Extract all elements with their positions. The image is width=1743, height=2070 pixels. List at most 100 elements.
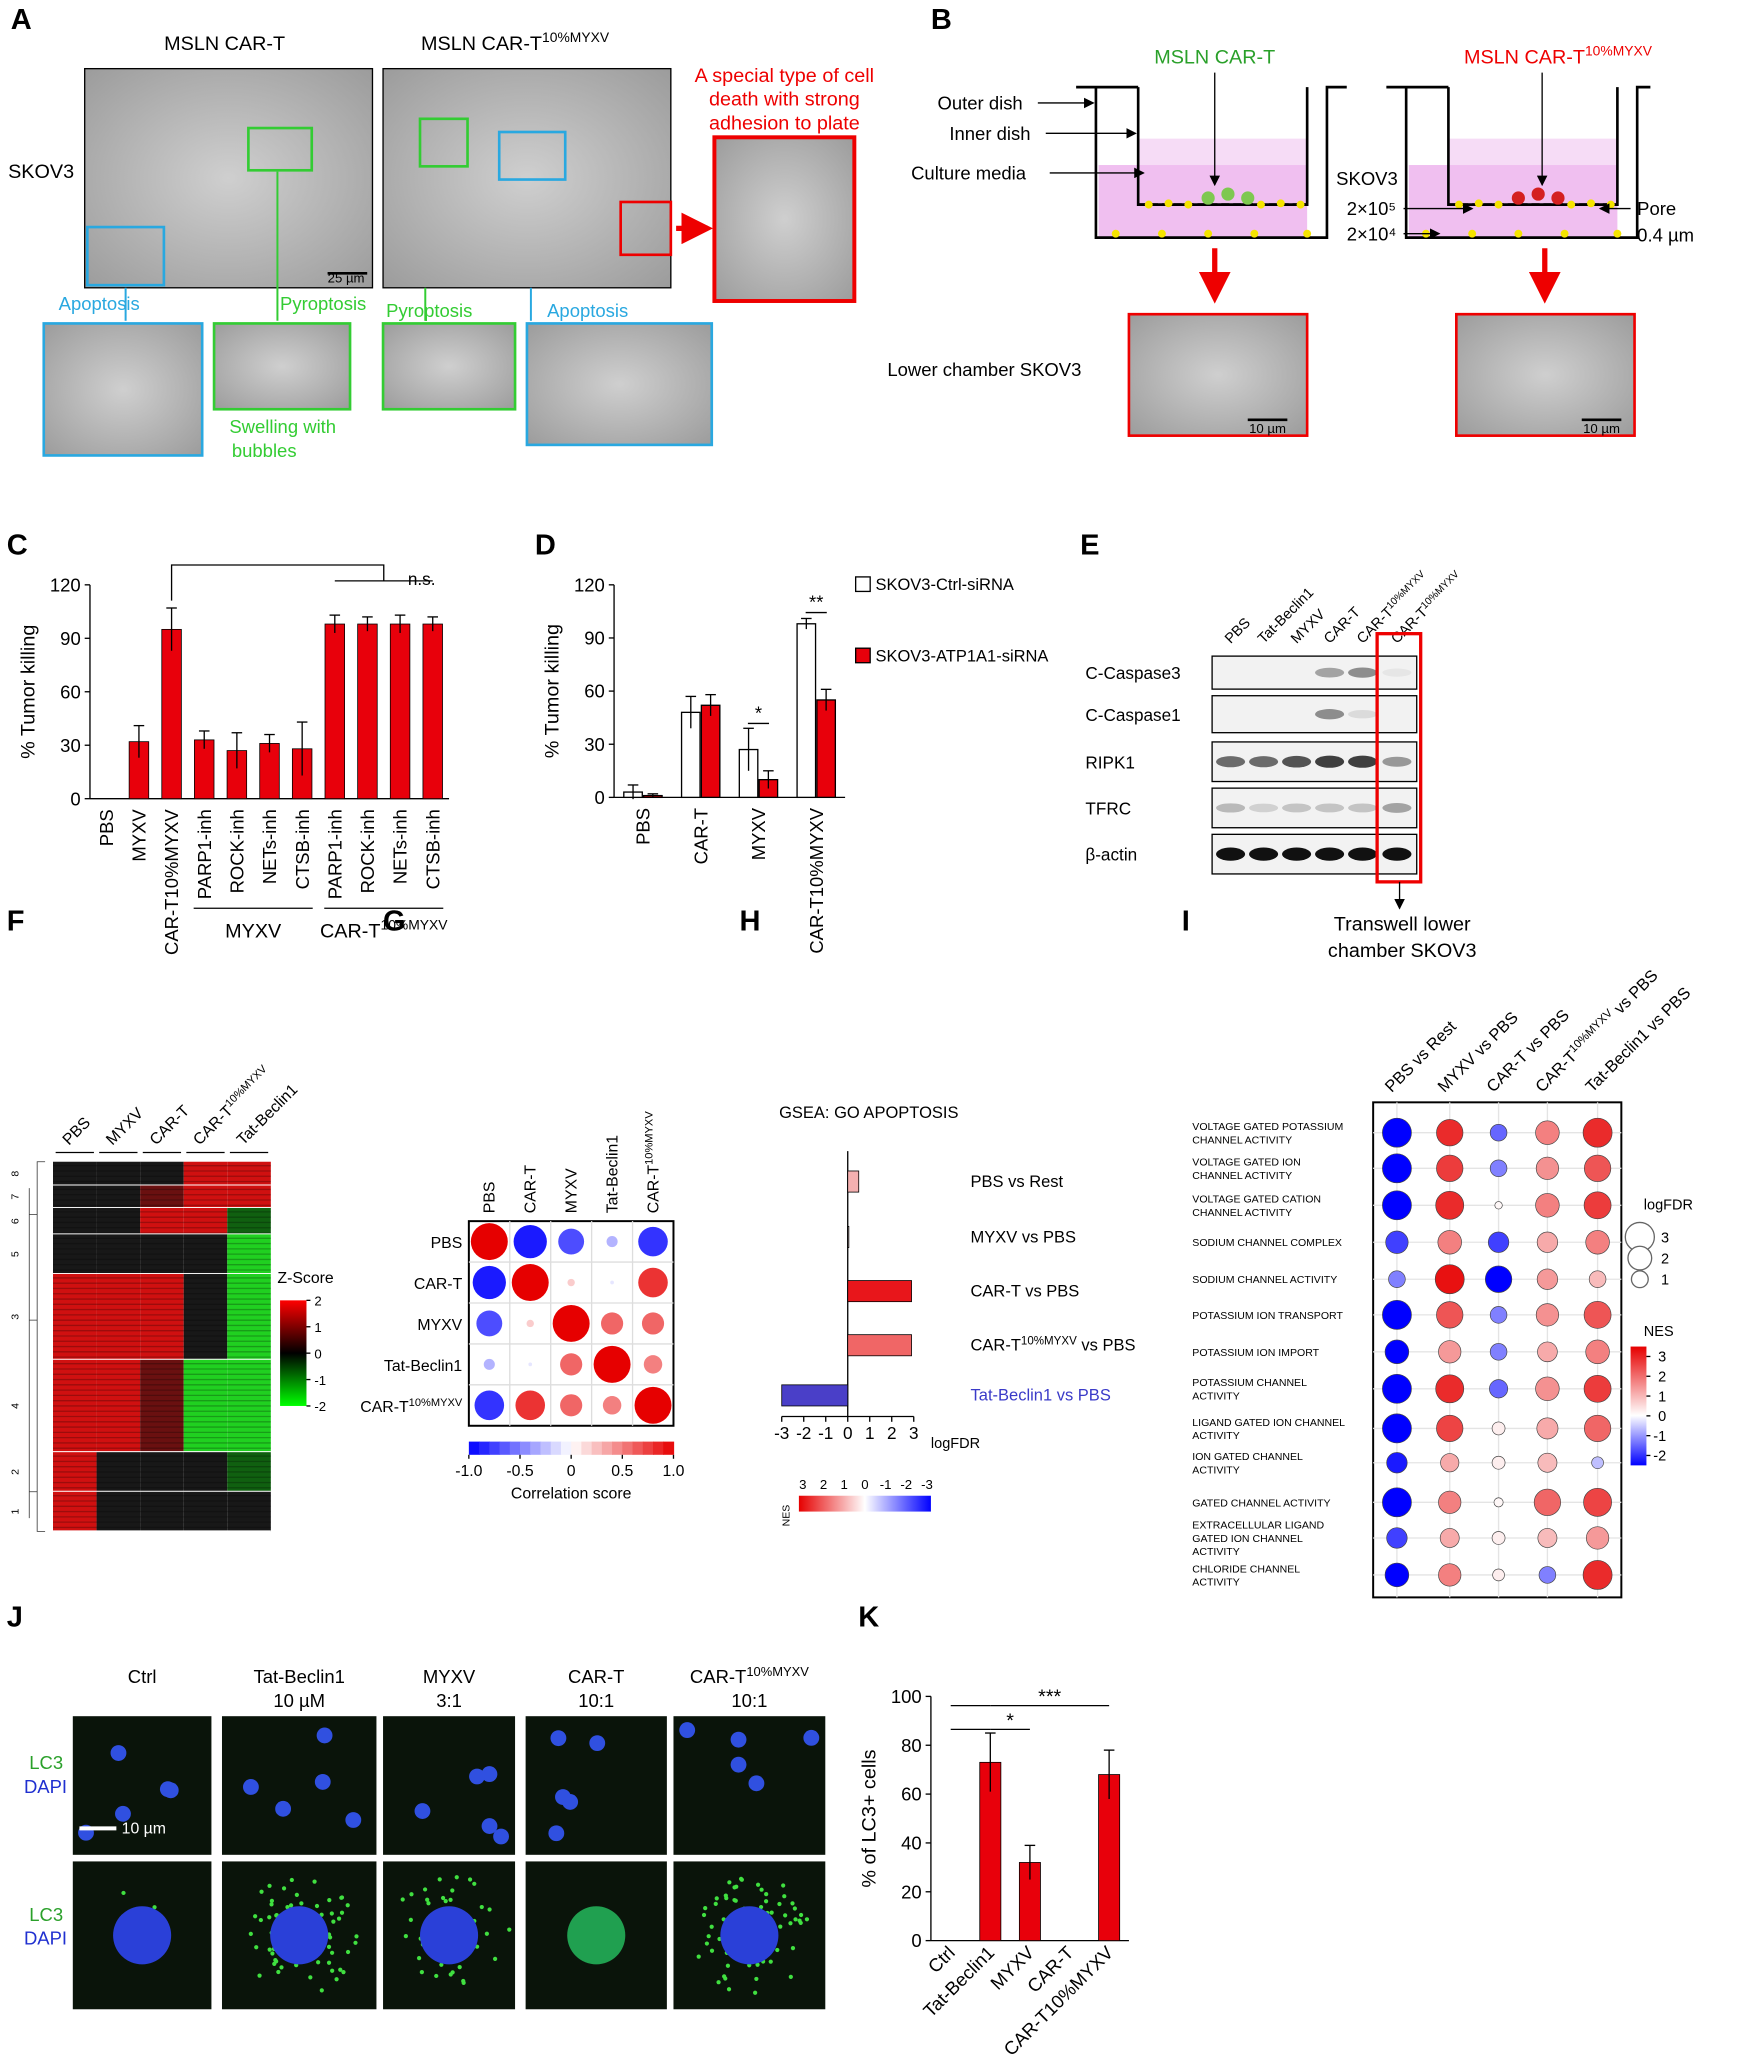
correlation-dot bbox=[638, 1226, 668, 1257]
cluster-label: 6 bbox=[10, 1218, 22, 1224]
label-line: LIGAND GATED ION CHANNEL bbox=[1192, 1417, 1347, 1429]
puncta bbox=[281, 1886, 287, 1891]
colorbar bbox=[798, 1495, 931, 1512]
correlation-dot bbox=[474, 1390, 505, 1421]
enrichment-dot bbox=[1588, 1270, 1607, 1288]
label: DAPI bbox=[24, 1928, 67, 1949]
label: Swelling with bbox=[229, 416, 336, 437]
colorbar-segment bbox=[489, 1441, 501, 1455]
heatmap-cell bbox=[53, 1452, 97, 1492]
x-tick-label: MYXV bbox=[129, 809, 150, 862]
colorbar-segment bbox=[601, 1441, 613, 1455]
enrichment-dot bbox=[1537, 1452, 1558, 1473]
panel-a-images bbox=[42, 67, 857, 457]
label: CAR-T10%MYXV bbox=[690, 1664, 809, 1687]
category-label-part: CAR-T bbox=[971, 1337, 1021, 1355]
panel-title-part: MSLN CAR-T bbox=[421, 33, 542, 55]
heatmap-cell bbox=[183, 1359, 228, 1453]
puncta bbox=[308, 1975, 313, 1980]
heatmap-cell bbox=[96, 1452, 141, 1492]
blot-band bbox=[1315, 667, 1345, 678]
roi-box bbox=[86, 225, 166, 287]
enrichment-dot bbox=[1386, 1527, 1408, 1549]
puncta bbox=[258, 1917, 263, 1923]
correlation-dot bbox=[641, 1312, 665, 1335]
label: TFRC bbox=[1085, 799, 1131, 819]
label-line: EXTRACELLULAR LIGAND bbox=[1192, 1520, 1327, 1532]
enrichment-dot bbox=[1582, 1117, 1613, 1148]
y-tick-label: 0 bbox=[70, 788, 80, 809]
puncta bbox=[778, 1924, 783, 1929]
cluster-label: 4 bbox=[10, 1403, 22, 1409]
legend-tick: 1 bbox=[841, 1477, 848, 1492]
label: PBS bbox=[1222, 615, 1254, 647]
group-label-part: CAR-T bbox=[320, 920, 380, 942]
nucleus bbox=[493, 1828, 510, 1845]
puncta bbox=[716, 1980, 721, 1985]
category-label: MYXV vs PBS bbox=[971, 1228, 1076, 1246]
enrichment-dot bbox=[1583, 1487, 1612, 1517]
panel-title-part: MSLN CAR-T bbox=[1464, 46, 1585, 68]
colorbar-tick-label: -0.5 bbox=[506, 1463, 533, 1480]
puncta bbox=[267, 1883, 272, 1888]
label: Apoptosis bbox=[59, 293, 140, 314]
enrichment-dot bbox=[1491, 1421, 1506, 1436]
puncta bbox=[709, 1948, 715, 1953]
label: 0.4 µm bbox=[1637, 225, 1694, 246]
bar bbox=[422, 623, 443, 800]
label: -1 bbox=[314, 1373, 326, 1388]
blot-strip bbox=[1211, 655, 1418, 690]
row-label: VOLTAGE GATED POTASSIUM CHANNEL ACTIVITY bbox=[1192, 1121, 1346, 1146]
puncta bbox=[696, 1954, 701, 1959]
label: 2×10⁵ bbox=[1347, 198, 1396, 219]
nucleus bbox=[548, 1825, 565, 1842]
label: 10 µM bbox=[273, 1690, 325, 1711]
nucleus bbox=[414, 1803, 431, 1819]
nucleus bbox=[567, 1906, 626, 1965]
row-label: VOLTAGE GATED ION CHANNEL ACTIVITY bbox=[1192, 1157, 1303, 1182]
y-tick-label: 80 bbox=[901, 1735, 922, 1756]
puncta bbox=[727, 1880, 732, 1885]
row-label: PBS bbox=[431, 1235, 463, 1252]
legend-tick: -3 bbox=[921, 1477, 933, 1492]
row-label: MYXV bbox=[417, 1317, 462, 1334]
cluster-label: 2 bbox=[10, 1469, 22, 1475]
puncta bbox=[276, 1969, 281, 1975]
panel-letter: G bbox=[383, 906, 406, 938]
colorbar-segment bbox=[499, 1441, 511, 1455]
puncta bbox=[354, 1934, 359, 1939]
enrichment-dot bbox=[1382, 1413, 1412, 1444]
label: C-Caspase1 bbox=[1085, 705, 1180, 725]
puncta bbox=[269, 1898, 275, 1903]
enrichment-dot bbox=[1535, 1120, 1560, 1145]
label-line: ACTIVITY bbox=[1192, 1430, 1239, 1442]
label: Transwell lower bbox=[1334, 914, 1471, 936]
bar bbox=[700, 704, 721, 799]
puncta bbox=[703, 1905, 708, 1911]
label-line: CHANNEL ACTIVITY bbox=[1192, 1134, 1292, 1146]
bar bbox=[1098, 1774, 1121, 1942]
media bbox=[1138, 138, 1308, 166]
panel-letter: J bbox=[7, 1601, 23, 1633]
puncta bbox=[467, 1877, 473, 1882]
correlation-dot bbox=[634, 1386, 672, 1424]
puncta bbox=[288, 1903, 294, 1908]
panel-title: MSLN CAR-T bbox=[164, 33, 285, 55]
puncta bbox=[425, 1897, 430, 1902]
row-label: SODIUM CHANNEL ACTIVITY bbox=[1192, 1274, 1337, 1286]
heatmap-cell bbox=[96, 1491, 141, 1532]
label-line: ACTIVITY bbox=[1192, 1390, 1239, 1402]
enrichment-dot bbox=[1537, 1528, 1558, 1548]
x-tick-label: PBS bbox=[633, 808, 654, 845]
micrograph bbox=[1455, 312, 1636, 437]
x-tick-label: 0 bbox=[843, 1423, 853, 1443]
annotation: *** bbox=[1038, 1686, 1061, 1708]
row-label: EXTRACELLULAR LIGAND GATED ION CHANNEL A… bbox=[1192, 1520, 1327, 1558]
panel-letter: E bbox=[1080, 529, 1099, 561]
nucleus bbox=[110, 1745, 127, 1761]
heatmap-cell bbox=[53, 1161, 97, 1186]
legend-swatch bbox=[854, 647, 871, 664]
puncta bbox=[507, 1927, 512, 1932]
enrichment-dot bbox=[1382, 1117, 1412, 1148]
y-tick-label: 120 bbox=[50, 574, 81, 595]
